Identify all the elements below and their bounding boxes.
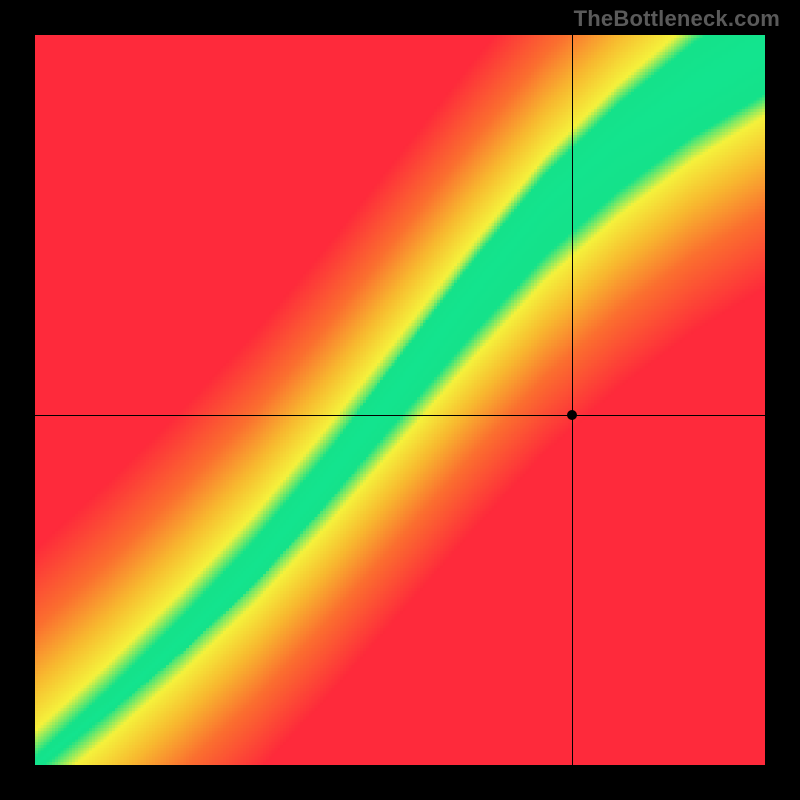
plot-area [35, 35, 765, 765]
crosshair-marker-dot [567, 410, 577, 420]
heatmap-canvas [35, 35, 765, 765]
watermark-text: TheBottleneck.com [574, 6, 780, 32]
chart-container: TheBottleneck.com [0, 0, 800, 800]
crosshair-horizontal [35, 415, 765, 416]
crosshair-vertical [572, 35, 573, 765]
